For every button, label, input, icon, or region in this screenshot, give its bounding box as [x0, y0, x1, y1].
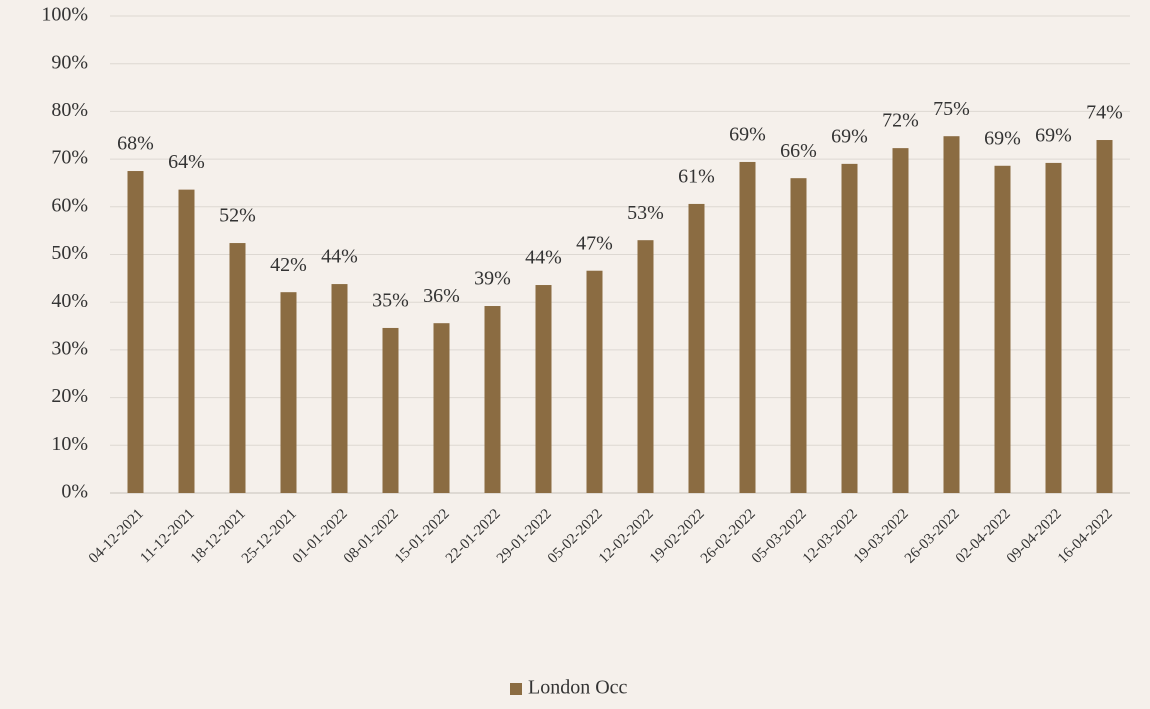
bar: [280, 292, 297, 493]
data-label: 72%: [882, 110, 919, 132]
bar: [127, 171, 144, 493]
bar: [484, 306, 501, 493]
bar: [841, 163, 858, 493]
bar: [433, 323, 450, 493]
bar: [382, 327, 399, 493]
y-tick-label: 70%: [51, 147, 88, 169]
data-label: 68%: [117, 133, 154, 155]
y-tick-label: 60%: [51, 194, 88, 216]
data-label: 66%: [780, 140, 817, 162]
bar: [688, 203, 705, 494]
data-label: 75%: [933, 98, 970, 120]
data-label: 53%: [627, 202, 664, 224]
data-label: 42%: [270, 254, 307, 276]
bar: [892, 148, 909, 493]
bar: [1096, 140, 1113, 493]
data-label: 69%: [831, 125, 868, 147]
legend-label: London Occ: [528, 677, 628, 699]
data-label: 39%: [474, 268, 511, 290]
data-label: 36%: [423, 285, 460, 307]
bar: [178, 189, 195, 494]
y-tick-label: 20%: [51, 385, 88, 407]
data-label: 69%: [1035, 125, 1072, 147]
data-label: 74%: [1086, 102, 1123, 124]
bar: [535, 285, 552, 493]
legend-swatch: [510, 683, 522, 695]
y-tick-label: 10%: [51, 433, 88, 455]
y-tick-label: 50%: [51, 242, 88, 264]
data-label: 69%: [984, 127, 1021, 149]
y-tick-label: 0%: [61, 481, 88, 503]
y-tick-label: 30%: [51, 337, 88, 359]
data-label: 64%: [168, 151, 205, 173]
bar: [229, 243, 246, 493]
bar: [637, 240, 654, 493]
y-tick-label: 90%: [51, 51, 88, 73]
bar: [994, 165, 1011, 493]
bar: [331, 284, 348, 493]
bar: [1045, 162, 1062, 493]
data-label: 69%: [729, 124, 766, 146]
bar: [790, 178, 807, 493]
bar: [739, 161, 756, 493]
bar: [943, 136, 960, 494]
data-label: 47%: [576, 232, 613, 254]
data-label: 44%: [525, 247, 562, 269]
bar: [586, 270, 603, 493]
data-label: 52%: [219, 205, 256, 227]
data-label: 61%: [678, 166, 715, 188]
y-tick-label: 100%: [41, 4, 88, 26]
y-tick-label: 40%: [51, 290, 88, 312]
data-label: 44%: [321, 246, 358, 268]
y-tick-label: 80%: [51, 99, 88, 121]
data-label: 35%: [372, 290, 409, 312]
